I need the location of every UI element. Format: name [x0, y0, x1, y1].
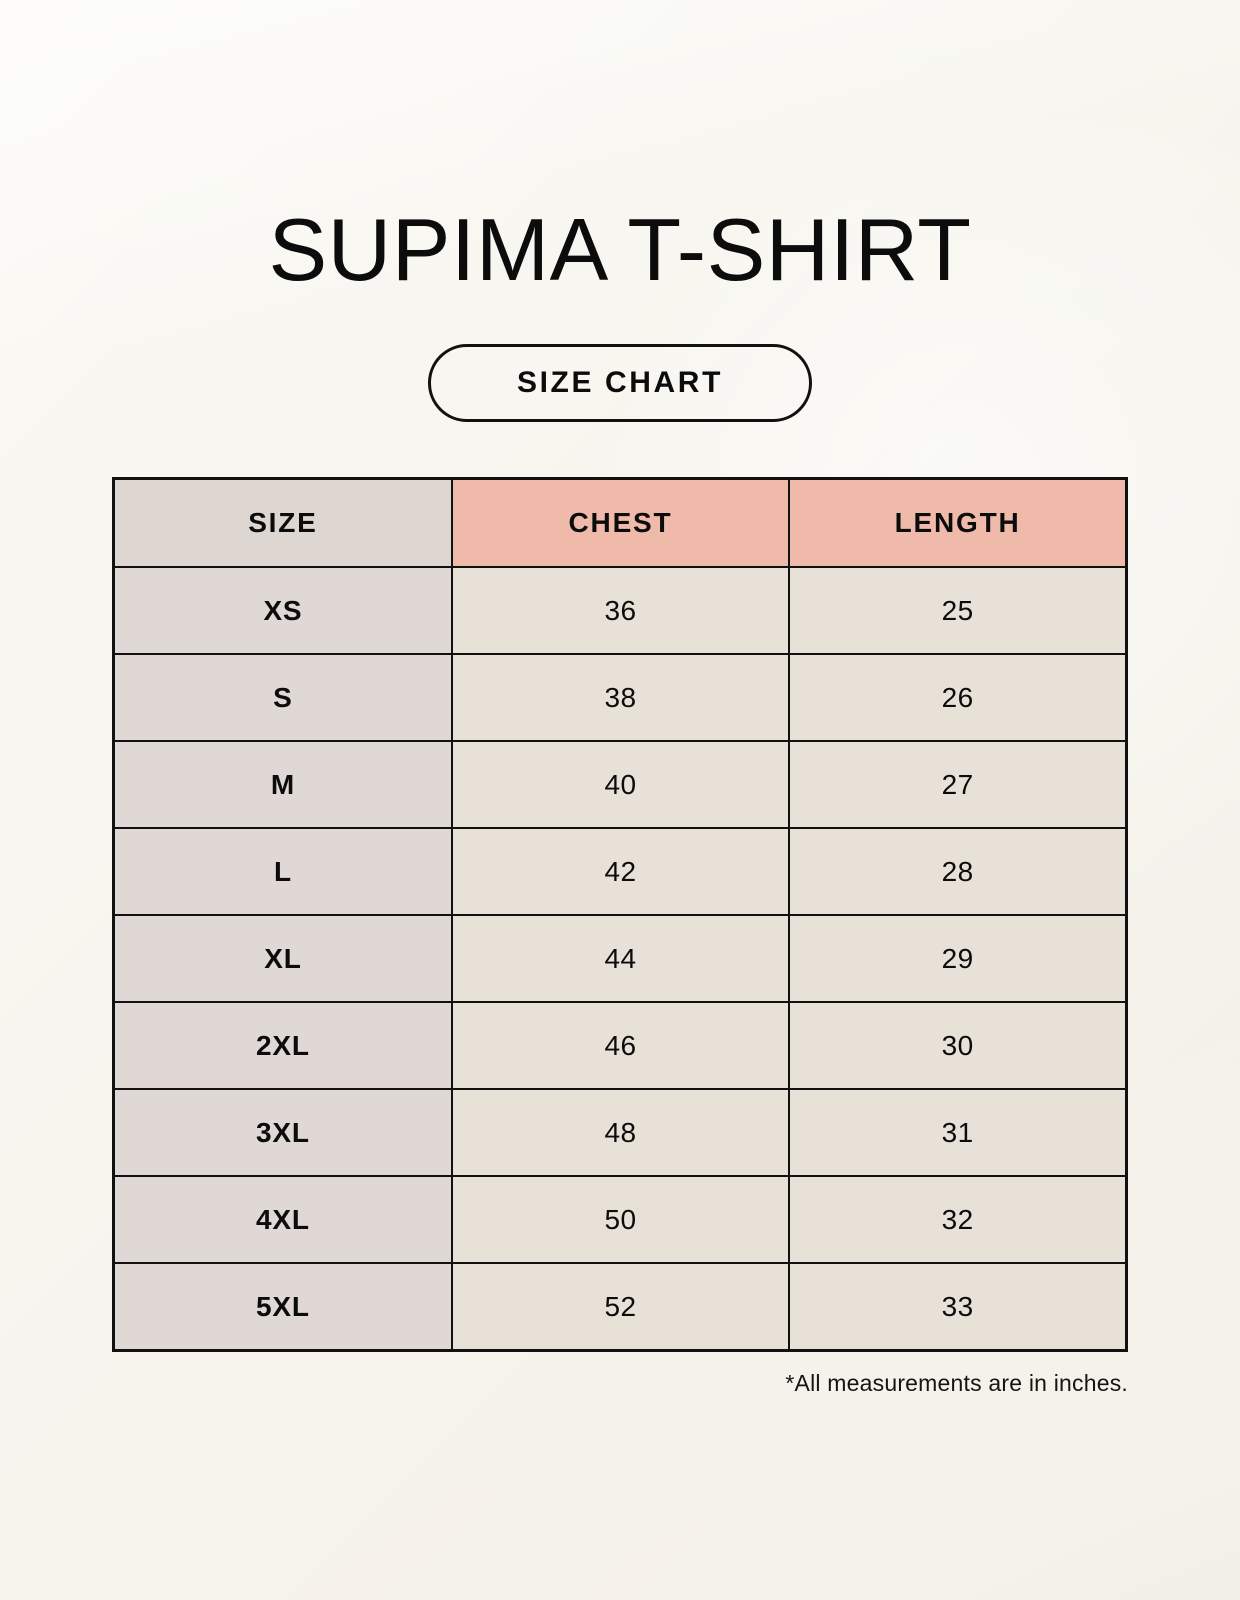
cell-chest: 46	[450, 1001, 791, 1090]
cell-length: 25	[788, 566, 1128, 655]
cell-chest: 52	[450, 1262, 791, 1352]
table-row: 3XL 48 31	[112, 1088, 1128, 1177]
cell-chest: 40	[450, 740, 791, 829]
cell-length: 29	[788, 914, 1128, 1003]
column-header-size: SIZE	[112, 477, 453, 568]
table-header: SIZE CHEST LENGTH	[112, 477, 1128, 568]
table-row: XL 44 29	[112, 914, 1128, 1003]
cell-size: M	[112, 740, 453, 829]
cell-length: 28	[788, 827, 1128, 916]
cell-size: XL	[112, 914, 453, 1003]
table-row: 2XL 46 30	[112, 1001, 1128, 1090]
table-row: 4XL 50 32	[112, 1175, 1128, 1264]
table-body: XS 36 25 S 38 26 M 40 27 L 42 28 XL 44 29 2XL 46 30 3XL 48 3…	[112, 566, 1128, 1352]
column-header-length: LENGTH	[788, 477, 1128, 568]
cell-length: 31	[788, 1088, 1128, 1177]
table-row: XS 36 25	[112, 566, 1128, 655]
cell-length: 26	[788, 653, 1128, 742]
table-row: M 40 27	[112, 740, 1128, 829]
cell-size: 3XL	[112, 1088, 453, 1177]
column-header-chest: CHEST	[450, 477, 791, 568]
cell-chest: 50	[450, 1175, 791, 1264]
cell-size: 2XL	[112, 1001, 453, 1090]
table-row: 5XL 52 33	[112, 1262, 1128, 1352]
cell-chest: 48	[450, 1088, 791, 1177]
measurements-footnote: *All measurements are in inches.	[785, 1370, 1128, 1396]
cell-chest: 42	[450, 827, 791, 916]
size-table: SIZE CHEST LENGTH XS 36 25 S 38 26 M 40 27 L 42 28 X…	[112, 477, 1128, 1352]
cell-size: 5XL	[112, 1262, 453, 1352]
table-row: L 42 28	[112, 827, 1128, 916]
badge-row: SIZE CHART	[0, 344, 1240, 422]
page-title: SUPIMA T-SHIRT	[268, 200, 972, 299]
cell-chest: 44	[450, 914, 791, 1003]
cell-length: 33	[788, 1262, 1128, 1352]
size-table-wrapper: SIZE CHEST LENGTH XS 36 25 S 38 26 M 40 27 L 42 28 X…	[112, 477, 1128, 1352]
cell-size: XS	[112, 566, 453, 655]
table-row: S 38 26	[112, 653, 1128, 742]
cell-length: 30	[788, 1001, 1128, 1090]
cell-chest: 38	[450, 653, 791, 742]
size-chart-badge: SIZE CHART	[428, 344, 812, 422]
cell-chest: 36	[450, 566, 791, 655]
cell-length: 27	[788, 740, 1128, 829]
page-content: SUPIMA T-SHIRT SIZE CHART SIZE CHEST LEN…	[0, 200, 1240, 1396]
cell-size: 4XL	[112, 1175, 453, 1264]
table-header-row: SIZE CHEST LENGTH	[112, 477, 1128, 568]
cell-size: L	[112, 827, 453, 916]
cell-size: S	[112, 653, 453, 742]
cell-length: 32	[788, 1175, 1128, 1264]
